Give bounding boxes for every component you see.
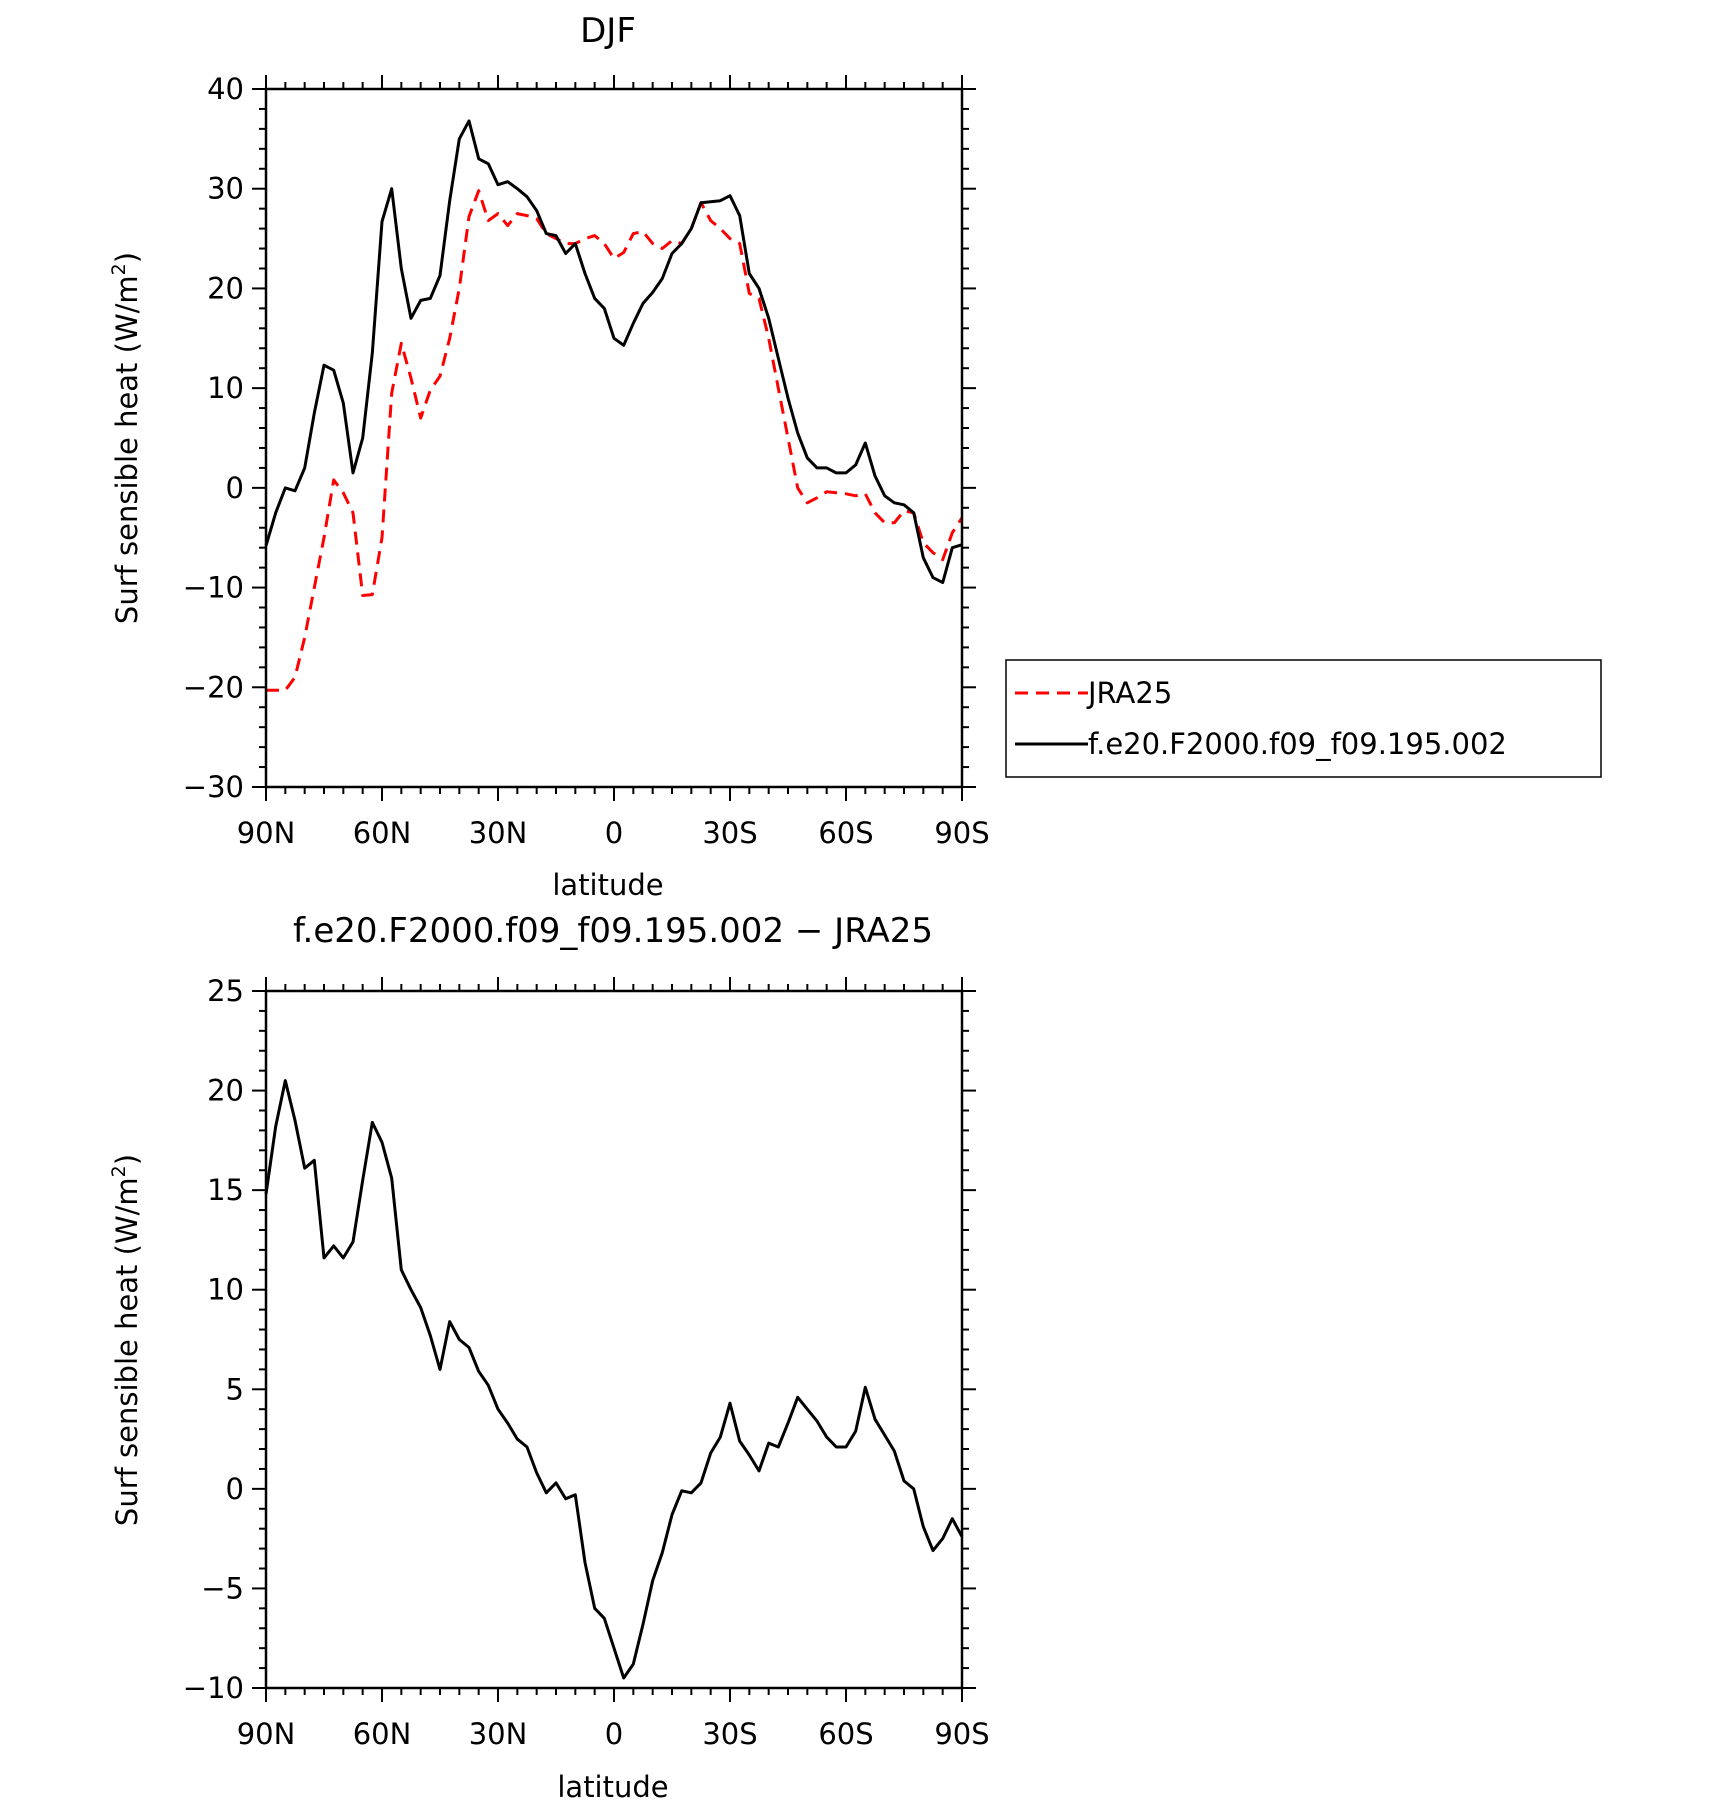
y-tick-label: 0 [226,1472,244,1506]
legend-label-jra25: JRA25 [1086,676,1172,710]
x-tick-label: 60S [818,1717,873,1751]
y-axis-label: Surf sensible heat (W/m2) [108,1154,144,1526]
x-tick-label: 30N [469,1717,528,1751]
x-axis-label: latitude [552,868,663,902]
y-tick-label: −5 [201,1571,244,1605]
y-tick-label: −10 [183,1671,244,1705]
x-tick-label: 90S [934,816,989,850]
x-tick-label: 30N [469,816,528,850]
x-tick-label: 60N [353,1717,412,1751]
series-line-f-e20-f2000-f09-f09-195-002 [264,119,963,585]
plot-frame [264,87,964,789]
y-tick-label: −10 [183,571,244,605]
top-panel-djf: DJF 90N 60N 30N 0 30S 60S 90S −30 −20 −10 0 10 20 30 4… [108,11,1602,902]
y-tick-label: −20 [183,670,244,704]
y-tick-label: −30 [183,770,244,804]
x-tick-label: 0 [605,816,623,850]
plot-frame [264,989,964,1690]
y-axis-label: Surf sensible heat (W/m2) [108,252,144,624]
y-tick-label: 10 [207,1273,244,1307]
y-tick-label: 10 [207,371,244,405]
x-tick-label: 60N [353,816,412,850]
x-tick-label: 30S [702,1717,757,1751]
legend-label-model: f.e20.F2000.f09_f09.195.002 [1088,727,1507,761]
series-line-jra25 [266,189,964,692]
legend-box [1005,659,1602,778]
x-tick-label: 30S [702,816,757,850]
x-tick-label: 90S [934,1717,989,1751]
y-tick-label: 25 [207,974,244,1008]
x-axis-label: latitude [557,1770,668,1804]
x-tick-label: 90N [237,816,296,850]
x-tick-label: 90N [237,1717,296,1751]
chart-title: f.e20.F2000.f09_f09.195.002 − JRA25 [293,911,933,951]
chart-title: DJF [580,11,636,51]
y-tick-label: 30 [207,172,244,206]
y-tick-label: 5 [226,1372,244,1406]
series-line-difference [264,1079,964,1680]
legend: JRA25 f.e20.F2000.f09_f09.195.002 [1005,659,1602,778]
x-tick-label: 0 [605,1717,623,1751]
x-tick-label: 60S [818,816,873,850]
y-tick-label: 0 [226,471,244,505]
bottom-panel-difference: f.e20.F2000.f09_f09.195.002 − JRA25 90N 6… [108,911,990,1804]
y-tick-label: 15 [207,1173,244,1207]
y-tick-label: 40 [207,72,244,106]
y-tick-label: 20 [207,1074,244,1108]
y-tick-label: 20 [207,271,244,305]
